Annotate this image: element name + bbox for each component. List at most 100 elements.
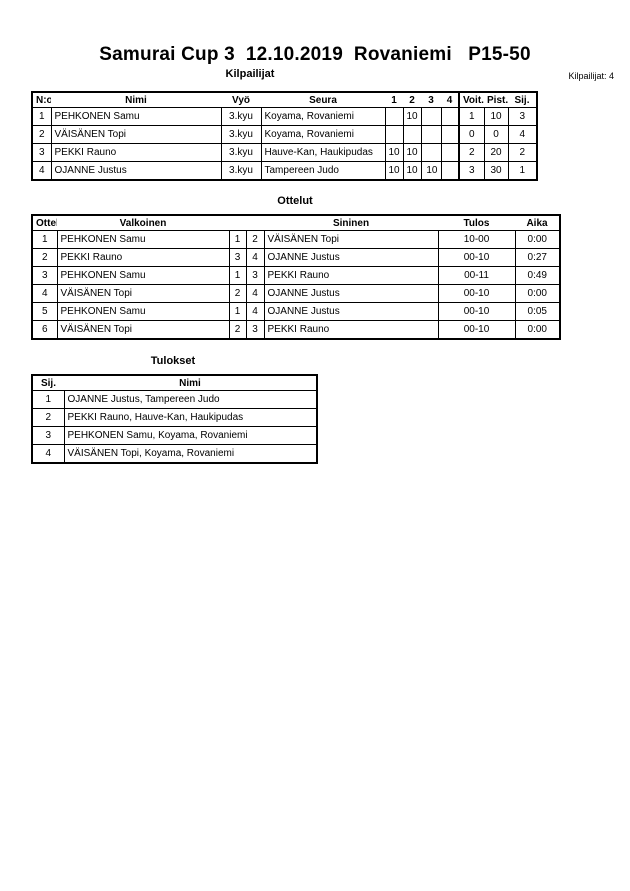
table-row: 4 VÄISÄNEN Topi 2 4 OJANNE Justus 00-10 0:00 [31, 284, 561, 303]
table-cell: 4 [245, 302, 265, 321]
column-header: Seura [309, 94, 337, 106]
table-cell: OJANNE Justus [50, 161, 222, 181]
table-cell: VÄISÄNEN Topi [263, 230, 439, 249]
table-cell: 1 [228, 230, 247, 249]
table-cell [384, 125, 404, 144]
table-cell: 1 [31, 230, 58, 249]
table-cell: 0:27 [514, 248, 561, 267]
table-cell: 0:05 [514, 302, 561, 321]
table-cell: 3 [245, 320, 265, 340]
table-cell: PEKKI Rauno [50, 143, 222, 162]
table-cell: VÄISÄNEN Topi [50, 125, 222, 144]
table-row: 4 OJANNE Justus 3.kyu Tampereen Judo 10 10 10 3… [31, 161, 538, 181]
table-cell: OJANNE Justus [263, 302, 439, 321]
table-cell: Koyama, Rovaniemi [260, 107, 386, 126]
table-cell: Tampereen Judo [260, 161, 386, 181]
column-header: 1 [391, 94, 397, 106]
table-row: 4 VÄISÄNEN Topi, Koyama, Rovaniemi [31, 444, 318, 464]
column-header: Valkoinen [119, 217, 167, 229]
competitors-table: N:oNimiVyöSeura1234Voit.Pist.Sij. 1PEHKO… [31, 91, 538, 181]
table-cell: OJANNE Justus [263, 284, 439, 303]
table-cell: 1 [228, 266, 247, 285]
table-cell: 00-11 [437, 266, 516, 285]
column-header: Sij. [40, 377, 56, 389]
table-cell: 2 [458, 143, 485, 162]
table-cell: OJANNE Justus, Tampereen Judo [63, 390, 318, 409]
column-header: 4 [441, 92, 460, 108]
table-cell: 3.kyu [220, 161, 262, 181]
table-cell: 00-10 [437, 320, 516, 340]
table-cell: 3 [507, 107, 538, 126]
table-cell: 1 [31, 107, 52, 126]
table-cell: 3 [31, 143, 52, 162]
table-cell: 1 [228, 302, 247, 321]
table-cell: 3.kyu [220, 107, 262, 126]
table-row: 2 PEKKI Rauno, Hauve-Kan, Haukipudas [31, 408, 318, 427]
column-header: Aika [526, 217, 548, 229]
table-cell: 10-00 [437, 230, 516, 249]
table-cell: 2 [228, 320, 247, 340]
table-cell: Hauve-Kan, Haukipudas [260, 143, 386, 162]
table-cell: 3 [31, 266, 58, 285]
table-cell: PEKKI Rauno [263, 266, 439, 285]
table-cell: 4 [31, 284, 58, 303]
table-cell [420, 107, 442, 126]
table-cell: 10 [402, 107, 422, 126]
table-cell: 3 [458, 161, 485, 181]
table-cell: 1 [458, 107, 485, 126]
table-cell: PEHKONEN Samu [56, 266, 230, 285]
table-cell: VÄISÄNEN Topi [56, 284, 230, 303]
table-cell: 0 [458, 125, 485, 144]
column-header [246, 215, 264, 231]
table-row: 2 VÄISÄNEN Topi 3.kyu Koyama, Rovaniemi 0 0 4 [31, 125, 538, 144]
table-cell: 00-10 [437, 302, 516, 321]
table-cell: Koyama, Rovaniemi [260, 125, 386, 144]
results-table: Sij. Nimi 1 OJANNE Justus, Tampereen Judo 2… [31, 374, 318, 464]
column-header: Tulos [463, 217, 490, 229]
table-cell: 10 [384, 161, 404, 181]
table-cell: PEKKI Rauno [56, 248, 230, 267]
table-cell: VÄISÄNEN Topi [56, 320, 230, 340]
table-cell: 4 [245, 248, 265, 267]
table-row: 1 PEHKONEN Samu 1 2 VÄISÄNEN Topi 10-00 0:00 [31, 230, 561, 249]
column-header: Pist. [487, 94, 508, 106]
table-cell: 0:00 [514, 320, 561, 340]
table-cell: 10 [483, 107, 509, 126]
table-cell: 4 [31, 161, 52, 181]
table-cell: 1 [31, 390, 65, 409]
table-cell: 10 [402, 161, 422, 181]
table-cell [440, 107, 460, 126]
table-cell: PEHKONEN Samu, Koyama, Rovaniemi [63, 426, 318, 445]
table-cell: 2 [245, 230, 265, 249]
table-cell: 3.kyu [220, 125, 262, 144]
column-header [229, 215, 246, 231]
table-cell: 0:00 [514, 230, 561, 249]
table-cell: 2 [507, 143, 538, 162]
table-cell: 5 [31, 302, 58, 321]
column-header: Ottelu [36, 217, 57, 229]
column-header: Sij. [514, 94, 530, 106]
matches-table: OtteluValkoinenSininenTulosAika 1PEHKONE… [31, 214, 561, 340]
table-cell: PEHKONEN Samu [56, 230, 230, 249]
table-cell: 0 [483, 125, 509, 144]
table-cell: PEKKI Rauno [263, 320, 439, 340]
table-cell: 3 [228, 248, 247, 267]
column-header: 2 [409, 94, 415, 106]
table-cell: 00-10 [437, 248, 516, 267]
table-cell [440, 125, 460, 144]
table-cell [440, 161, 460, 181]
table-cell: 2 [31, 125, 52, 144]
column-header: Nimi [125, 94, 147, 106]
table-row: 2 PEKKI Rauno 3 4 OJANNE Justus 00-10 0:27 [31, 248, 561, 267]
column-header: Vyö [232, 94, 250, 106]
column-header: Sininen [332, 217, 370, 229]
table-cell: 0:00 [514, 284, 561, 303]
table-cell: 3 [245, 266, 265, 285]
table-cell: 30 [483, 161, 509, 181]
matches-heading: Ottelut [277, 195, 313, 207]
table-cell: 00-10 [437, 284, 516, 303]
table-row: 3 PEKKI Rauno 3.kyu Hauve-Kan, Haukipudas 10… [31, 143, 538, 162]
table-cell: VÄISÄNEN Topi, Koyama, Rovaniemi [63, 444, 318, 464]
table-cell: OJANNE Justus [263, 248, 439, 267]
